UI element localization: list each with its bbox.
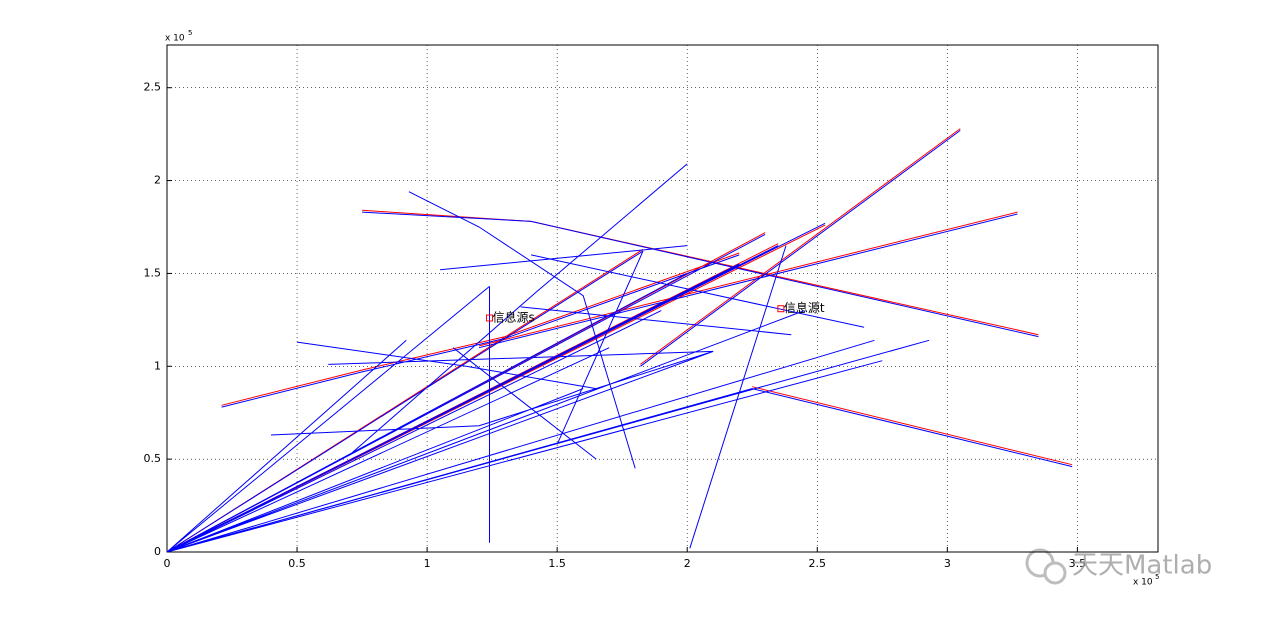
- x-tick-label: 1.5: [548, 557, 566, 570]
- x-tick-label: 1: [424, 557, 431, 570]
- watermark: 天天Matlab: [1072, 551, 1212, 581]
- annotation-marker: [777, 305, 785, 313]
- x-tick-label: 3.5: [1069, 557, 1087, 570]
- x-multiplier-exp: 5: [1155, 573, 1159, 581]
- y-tick-label: 2.5: [144, 81, 162, 94]
- wechat-icon: [1025, 548, 1067, 585]
- annotation: 信息源s: [493, 310, 535, 325]
- y-tick-label: 0: [154, 545, 161, 558]
- x-tick-label: 0.5: [288, 557, 306, 570]
- y-multiplier-exp: 5: [188, 29, 192, 37]
- y-tick-label: 2: [154, 174, 161, 187]
- y-tick-label: 1: [154, 359, 161, 372]
- annotation: 信息源t: [784, 300, 825, 315]
- y-tick-label: 1.5: [144, 266, 162, 279]
- x-tick-label: 2.5: [809, 557, 827, 570]
- x-tick-label: 3: [944, 557, 951, 570]
- y-multiplier: x 10: [165, 34, 185, 44]
- plot-area: [167, 45, 1158, 552]
- x-tick-label: 0: [164, 557, 171, 570]
- y-tick-label: 0.5: [144, 452, 162, 465]
- axes-box: [166, 44, 1159, 553]
- x-tick-label: 2: [684, 557, 691, 570]
- annotation-marker: [486, 314, 494, 322]
- data-line: [166, 129, 1073, 553]
- x-multiplier: x 10: [1133, 578, 1153, 588]
